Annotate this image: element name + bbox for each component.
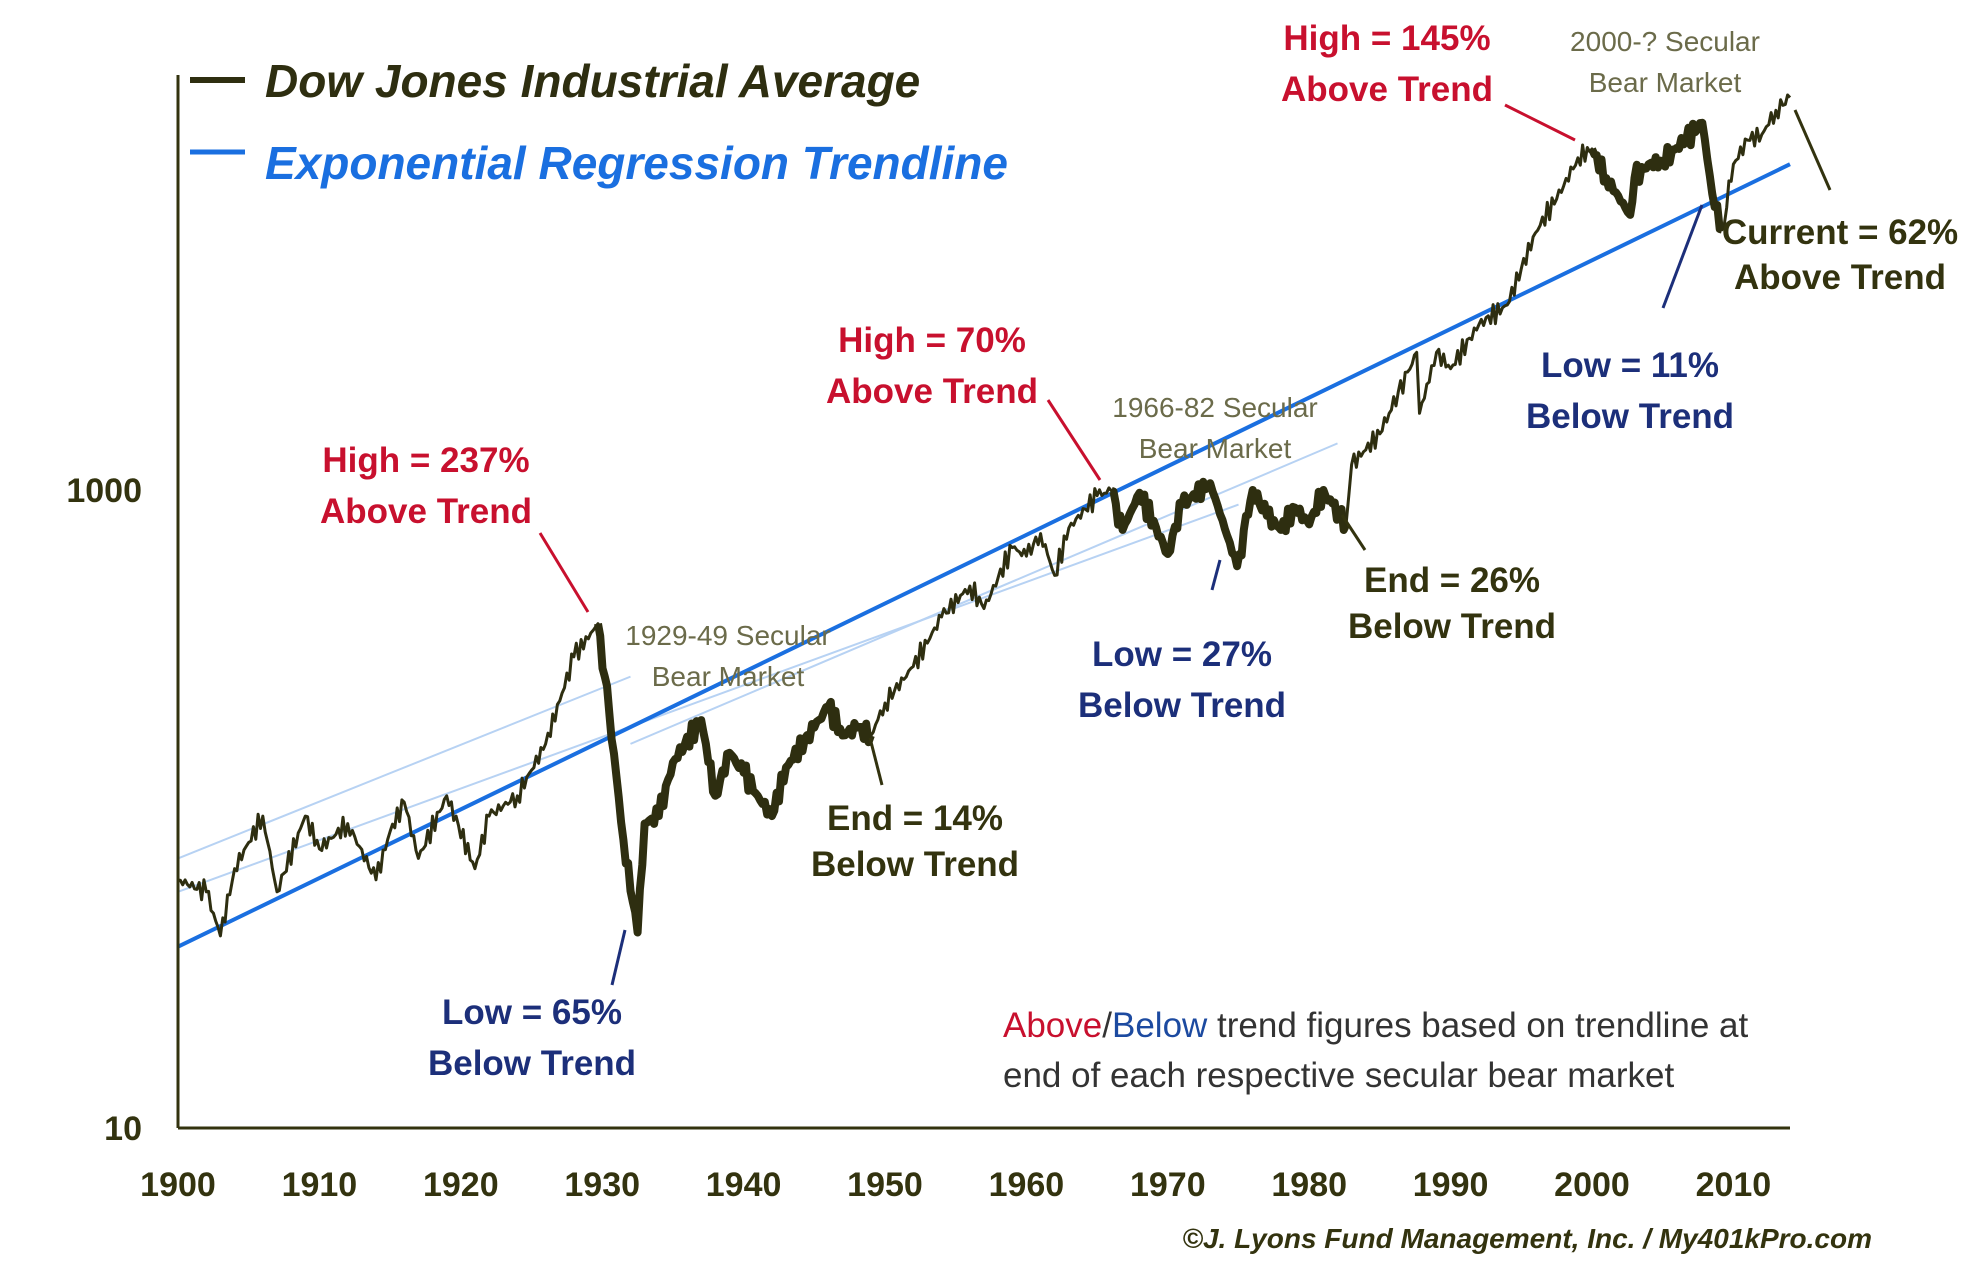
annotation-low-2009-line1: Low = 11% [1541, 346, 1719, 385]
note-rest-line1: trend figures based on trendline at [1207, 1006, 1748, 1045]
trend-note-line2: end of each respective secular bear mark… [1003, 1056, 1674, 1095]
note-above-word: Above [1003, 1006, 1102, 1045]
dow-bear-market-1966-82 [1109, 477, 1350, 571]
x-tick-1930: 1930 [564, 1166, 640, 1204]
annotation-high-1966-line1: High = 70% [838, 321, 1026, 360]
y-tick-labels: 10 1000 [66, 472, 142, 1148]
annotation-high-1929-line1: High = 237% [322, 441, 529, 480]
x-tick-1900: 1900 [140, 1166, 216, 1204]
annotation-high-2000-line1: High = 145% [1283, 19, 1490, 58]
x-tick-1970: 1970 [1130, 1166, 1206, 1204]
leader-lines [538, 103, 1832, 986]
trendline [177, 162, 1791, 949]
x-tick-1950: 1950 [847, 1166, 923, 1204]
faint-trend-line-3 [177, 503, 1239, 893]
annotation-high-2000-line2: Above Trend [1281, 70, 1493, 109]
annotation-high-1929-line2: Above Trend [320, 492, 532, 531]
annotation-bear-1966-line2: Bear Market [1139, 433, 1292, 464]
annotation-low-2009-line2: Below Trend [1526, 397, 1734, 436]
annotation-current-line1: Current = 62% [1722, 213, 1958, 252]
annotation-high-1966-line2: Above Trend [826, 372, 1038, 411]
x-tick-2010: 2010 [1696, 1166, 1772, 1204]
annotation-end-1949-line1: End = 14% [827, 799, 1003, 838]
trend-note-line1: Above/Below trend figures based on trend… [1003, 1006, 1748, 1045]
faint-trend-line-1 [177, 675, 631, 860]
faint-trend-line-2 [630, 442, 1338, 745]
dow-series-line [177, 93, 1792, 938]
annotation-current-line2: Above Trend [1734, 258, 1946, 297]
dow-bear-market-2000 [1588, 118, 1724, 234]
y-tick-10: 10 [104, 1110, 142, 1148]
x-tick-1940: 1940 [706, 1166, 782, 1204]
annotation-end-1982-line2: Below Trend [1348, 607, 1556, 646]
x-tick-2000: 2000 [1554, 1166, 1630, 1204]
annotation-bear-1929-line2: Bear Market [652, 661, 805, 692]
note-below-word: Below [1112, 1006, 1208, 1045]
annotation-low-1974-line2: Below Trend [1078, 686, 1286, 725]
annotation-end-1982-line1: End = 26% [1364, 561, 1540, 600]
x-tick-1990: 1990 [1413, 1166, 1489, 1204]
annotation-bear-2000-line1: 2000-? Secular [1570, 26, 1760, 57]
x-tick-1960: 1960 [989, 1166, 1065, 1204]
dow-bear-market-1929-49 [594, 622, 875, 937]
x-tick-1980: 1980 [1271, 1166, 1347, 1204]
legend-trend-label: Exponential Regression Trendline [265, 137, 1008, 189]
annotation-low-1932-line2: Below Trend [428, 1044, 636, 1083]
x-tick-1910: 1910 [282, 1166, 358, 1204]
legend-dow-label: Dow Jones Industrial Average [265, 55, 920, 107]
y-tick-1000: 1000 [66, 472, 142, 510]
x-tick-1920: 1920 [423, 1166, 499, 1204]
annotation-low-1932-line1: Low = 65% [442, 993, 622, 1032]
annotation-end-1949-line2: Below Trend [811, 845, 1019, 884]
credit-text: ©J. Lyons Fund Management, Inc. / My401k… [1182, 1223, 1872, 1254]
note-slash: / [1102, 1006, 1112, 1045]
annotation-bear-1929-line1: 1929-49 Secular [625, 620, 830, 651]
annotation-low-1974-line1: Low = 27% [1092, 635, 1272, 674]
annotation-bear-1966-line1: 1966-82 Secular [1112, 392, 1317, 423]
annotation-bear-2000-line2: Bear Market [1589, 67, 1742, 98]
x-tick-labels: 1900 1910 1920 1930 1940 1950 1960 1970 1980 1990… [140, 1166, 1771, 1204]
